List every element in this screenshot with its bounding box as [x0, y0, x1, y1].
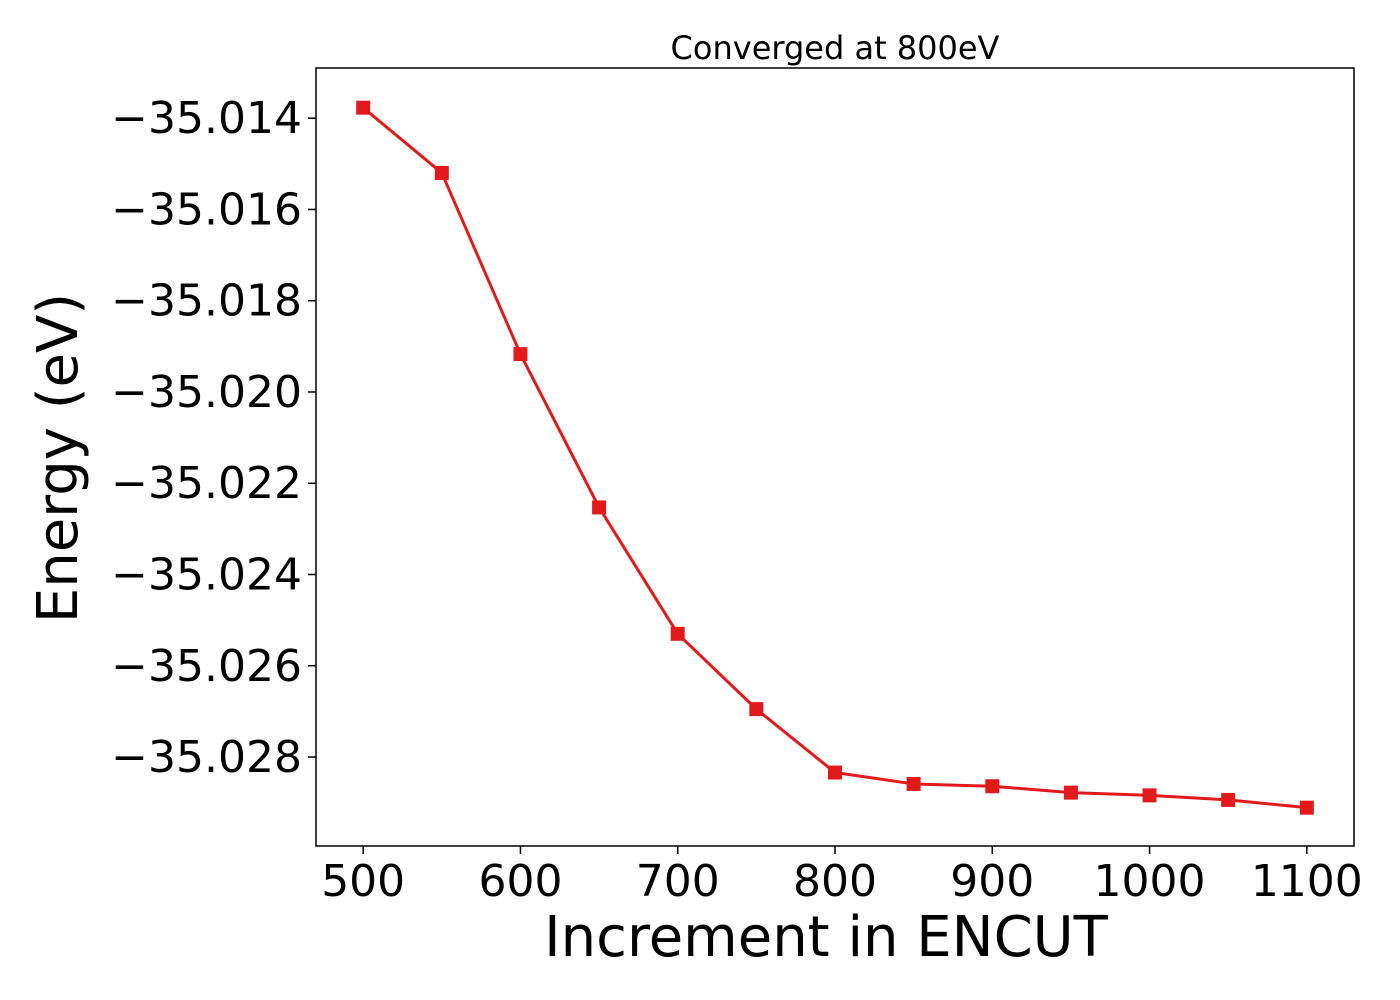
x-tick-label: 500	[321, 856, 405, 907]
y-tick-label: −35.018	[111, 276, 302, 327]
y-axis-ticks: −35.014 −35.016 −35.018 −35.020 −35.022 −35.0…	[111, 93, 316, 783]
x-tick-label: 1100	[1251, 856, 1363, 907]
x-axis-ticks: 500 600 700 800 900 1000 1100	[321, 846, 1363, 907]
y-tick-label: −35.024	[111, 549, 302, 600]
y-tick-label: −35.020	[111, 367, 302, 418]
data-point-marker	[1221, 792, 1236, 807]
data-point-marker	[1063, 785, 1078, 800]
data-point-marker	[592, 500, 607, 515]
x-tick-label: 700	[636, 856, 720, 907]
x-axis-title: Increment in ENCUT	[544, 905, 1109, 970]
series-layer	[356, 100, 1314, 815]
y-tick-label: −35.022	[111, 458, 302, 509]
y-tick-label: −35.014	[111, 93, 302, 144]
plot-area-frame	[315, 67, 1355, 847]
data-point-marker	[1142, 788, 1157, 803]
x-tick-label: 600	[478, 856, 562, 907]
x-tick-label: 900	[950, 856, 1034, 907]
y-tick-label: −35.016	[111, 184, 302, 235]
data-point-marker	[1299, 800, 1314, 815]
y-tick-label: −35.026	[111, 641, 302, 692]
data-point-marker	[906, 776, 921, 791]
data-point-marker	[749, 702, 764, 717]
y-axis-title: Energy (eV)	[26, 293, 91, 623]
data-point-marker	[828, 765, 842, 780]
series-line	[362, 106, 1307, 810]
data-point-marker	[985, 779, 1000, 794]
y-tick-label: −35.028	[111, 732, 302, 783]
x-tick-label: 1000	[1094, 856, 1206, 907]
data-point-marker	[434, 165, 449, 180]
chart-title: Converged at 800eV	[671, 29, 1000, 67]
data-point-marker	[670, 626, 685, 641]
x-tick-label: 800	[793, 856, 877, 907]
data-point-marker	[513, 347, 528, 362]
data-point-marker	[356, 100, 371, 115]
